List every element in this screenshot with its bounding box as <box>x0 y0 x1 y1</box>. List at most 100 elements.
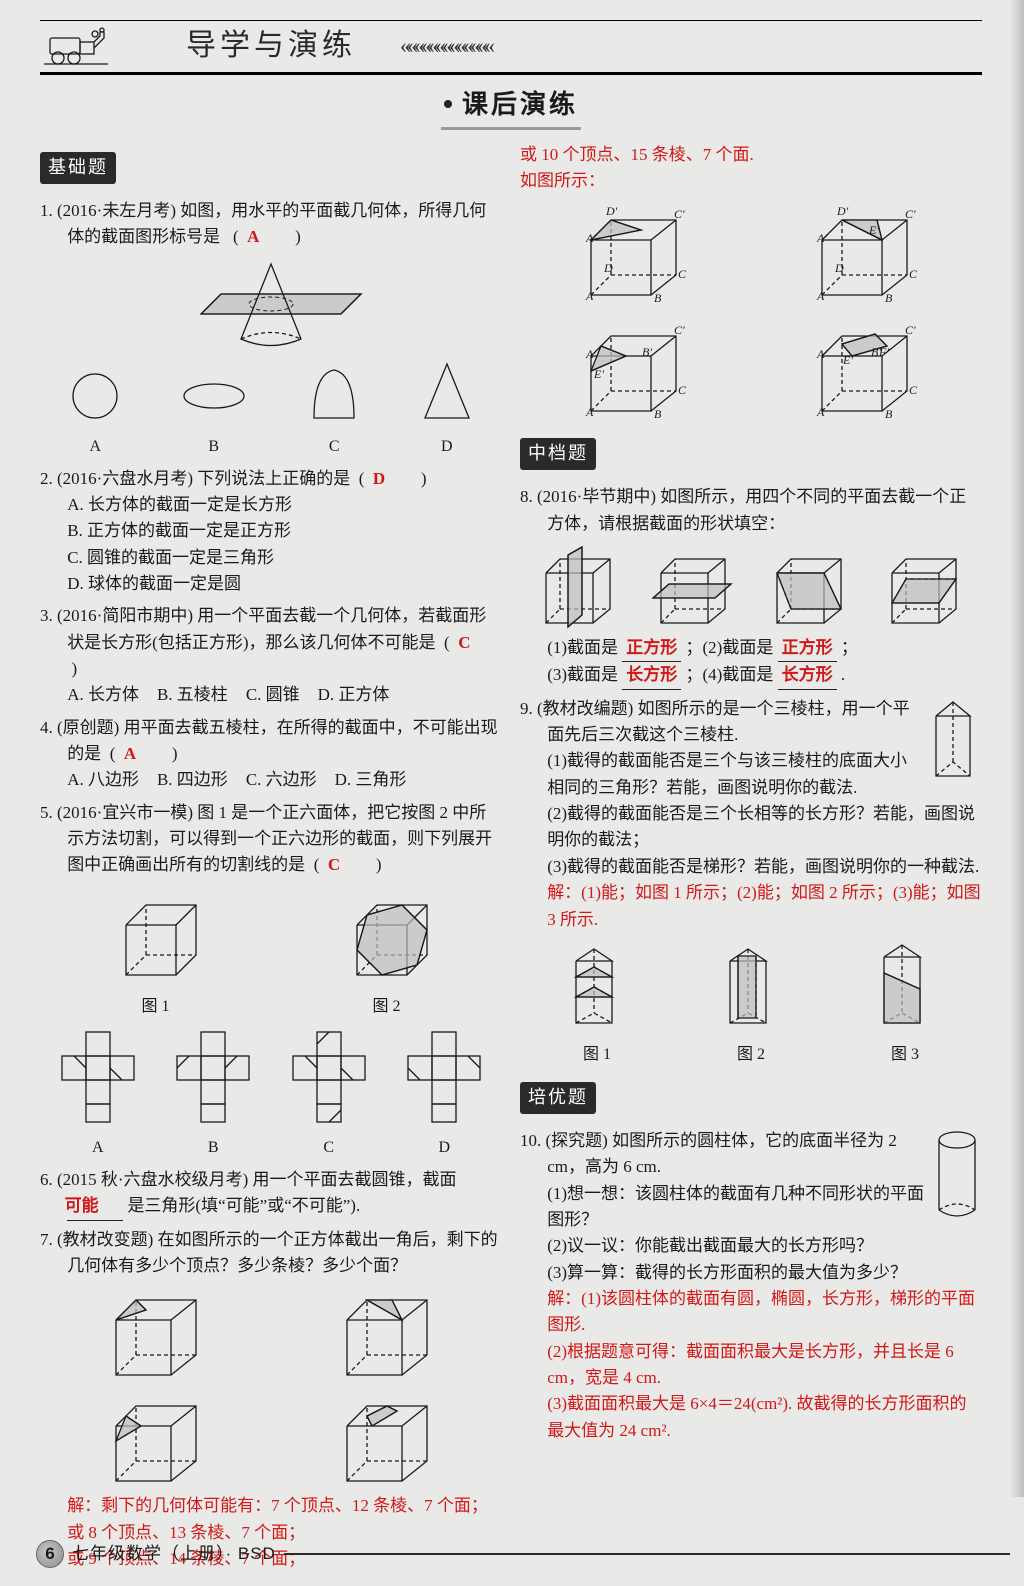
lbl: . <box>841 665 845 684</box>
opt-label: B <box>178 435 250 460</box>
q-num: 3. <box>40 606 53 625</box>
q-text-a: 用一个平面去截圆锥，截面 <box>252 1170 456 1189</box>
lbl: ；(4)截面是 <box>686 665 774 684</box>
footer-text: 七年级数学（上册）· BSD <box>72 1541 276 1567</box>
fill-blank: 正方形 <box>622 635 681 662</box>
q9-part-2: (2)截得的截面能否是三个长相等的长方形？若能，画图说明你的截法； <box>520 801 982 854</box>
fill-blank: 长方形 <box>778 662 837 689</box>
q-src: (2016·毕节期中) <box>537 487 656 506</box>
q8-fig <box>874 543 974 633</box>
q-num: 5. <box>40 803 53 822</box>
section-title-block: 课后演练 <box>40 85 982 130</box>
q7-fig <box>332 1391 442 1491</box>
svg-text:A: A <box>816 405 825 419</box>
page-header: 导学与演练 ««««««««««««« <box>40 20 982 75</box>
svg-text:A': A' <box>816 347 827 361</box>
page-footer: 6 七年级数学（上册）· BSD <box>36 1540 1010 1568</box>
page-number: 6 <box>36 1540 64 1568</box>
svg-text:A: A <box>816 289 825 303</box>
answer: A <box>243 224 291 250</box>
q-num: 6. <box>40 1170 53 1189</box>
fill-blank: 可能 <box>67 1193 123 1220</box>
q-src: (2015 秋·六盘水校级月考) <box>57 1170 248 1189</box>
opt-label: B <box>163 1136 263 1161</box>
answer: D <box>369 466 417 492</box>
q10-sol-1: 解：(1)该圆柱体的截面有圆，椭圆，长方形，梯形的平面图形. <box>520 1286 982 1339</box>
q8-fig <box>759 543 859 633</box>
svg-text:A': A' <box>585 347 596 361</box>
q-num: 10. <box>520 1131 541 1150</box>
q9-part-3: (3)截得的截面能否是梯形？若能，画图说明你的一种截法. <box>520 854 982 880</box>
solution-line: 解：剩下的几何体可能有：7 个顶点、12 条棱、7 个面； <box>40 1493 502 1519</box>
q-num: 4. <box>40 718 53 737</box>
q4-opt-a: A. 八边形 <box>67 767 139 793</box>
tag-basic: 基础题 <box>40 152 116 184</box>
q7-fig <box>101 1391 211 1491</box>
q7-fig <box>101 1285 211 1385</box>
question-7: 7. (教材改变题) 在如图所示的一个正方体截出一角后，剩下的几何体有多少个顶点… <box>40 1227 502 1573</box>
svg-text:E': E' <box>842 353 853 367</box>
opt-label: C <box>279 1136 379 1161</box>
svg-text:A': A' <box>585 231 596 245</box>
top-cube-fig: A'C'E'F'B' ABC <box>807 316 927 426</box>
q10-sol-3: (3)截面面积最大是 6×4＝24(cm²). 故截得的长方形面积的最大值为 2… <box>520 1391 982 1444</box>
question-6: 6. (2015 秋·六盘水校级月考) 用一个平面去截圆锥，截面 可能 是三角形… <box>40 1167 502 1221</box>
svg-text:B': B' <box>642 345 652 359</box>
q9-part-1: (1)截得的截面能否是三个与该三棱柱的底面大小相同的三角形？若能，画图说明你的截… <box>520 748 982 801</box>
q9-sol: 解：(1)能；如图 1 所示；(2)能；如图 2 所示；(3)能；如图 3 所示… <box>520 880 982 933</box>
q-src: (2016·宜兴市一模) <box>57 803 193 822</box>
q3-opt-c: C. 圆锥 <box>246 682 300 708</box>
lbl: ；(2)截面是 <box>686 638 774 657</box>
q3-opt-d: D. 正方体 <box>318 682 390 708</box>
q-src: (教材改编题) <box>537 699 633 718</box>
svg-text:C: C <box>909 267 918 281</box>
fig-label: 图 1 <box>106 995 206 1020</box>
svg-text:E': E' <box>868 223 879 237</box>
tag-adv: 培优题 <box>520 1082 596 1114</box>
q10-part-3: (3)算一算：截得的长方形面积的最大值为多少？ <box>520 1260 982 1286</box>
fig-label: 图 2 <box>337 995 437 1020</box>
question-2: 2. (2016·六盘水月考) 下列说法上正确的是 ( D ) A. 长方体的截… <box>40 466 502 598</box>
tag-mid: 中档题 <box>520 438 596 470</box>
answer: C <box>454 630 502 656</box>
fig-label: 图 3 <box>870 1043 940 1068</box>
q-num: 8. <box>520 487 533 506</box>
question-4: 4. (原创题) 用平面去截五棱柱，在所得的截面中，不可能出现的是 ( A ) … <box>40 715 502 794</box>
fill-blank: 正方形 <box>778 635 837 662</box>
svg-text:A: A <box>585 289 594 303</box>
fig-label: 图 2 <box>716 1043 786 1068</box>
lbl: (1)截面是 <box>547 638 618 657</box>
q-src: (2016·六盘水月考) <box>57 469 193 488</box>
cont-sol: 或 10 个顶点、15 条棱、7 个面. <box>520 142 982 168</box>
q7-fig <box>332 1285 442 1385</box>
svg-text:B: B <box>885 407 893 421</box>
svg-text:C': C' <box>674 207 685 221</box>
cont-sol: 如图所示： <box>520 168 982 194</box>
q8-fig <box>528 543 628 633</box>
fig-label: 图 1 <box>562 1043 632 1068</box>
train-icon <box>40 26 112 66</box>
svg-text:A': A' <box>816 231 827 245</box>
svg-text:C: C <box>909 383 918 397</box>
svg-text:D': D' <box>836 204 849 218</box>
svg-text:C': C' <box>905 323 916 337</box>
svg-text:D: D <box>834 261 844 275</box>
q4-opt-c: C. 六边形 <box>246 767 317 793</box>
q-num: 2. <box>40 469 53 488</box>
question-5: 5. (2016·宜兴市一模) 图 1 是一个正六面体，把它按图 2 中所示方法… <box>40 800 502 1161</box>
cylinder-icon <box>932 1128 982 1224</box>
q-num: 1. <box>40 201 53 220</box>
svg-text:C': C' <box>674 323 685 337</box>
svg-text:A: A <box>585 405 594 419</box>
svg-text:D: D <box>603 261 613 275</box>
question-8: 8. (2016·毕节期中) 如图所示，用四个不同的平面去截一个正方体，请根据截… <box>520 484 982 689</box>
svg-text:B: B <box>885 291 893 305</box>
q2-opt-b: B. 正方体的截面一定是正方形 <box>40 518 502 544</box>
q2-opt-a: A. 长方体的截面一定是长方形 <box>40 492 502 518</box>
top-cube-fig: A'C'D'E' ABCD <box>807 200 927 310</box>
svg-text:E': E' <box>593 367 604 381</box>
q-src: (探究题) <box>546 1131 608 1150</box>
svg-text:C: C <box>678 267 687 281</box>
q10-part-2: (2)议一议：你能截出截面最大的长方形吗？ <box>520 1233 982 1259</box>
q-num: 9. <box>520 699 533 718</box>
